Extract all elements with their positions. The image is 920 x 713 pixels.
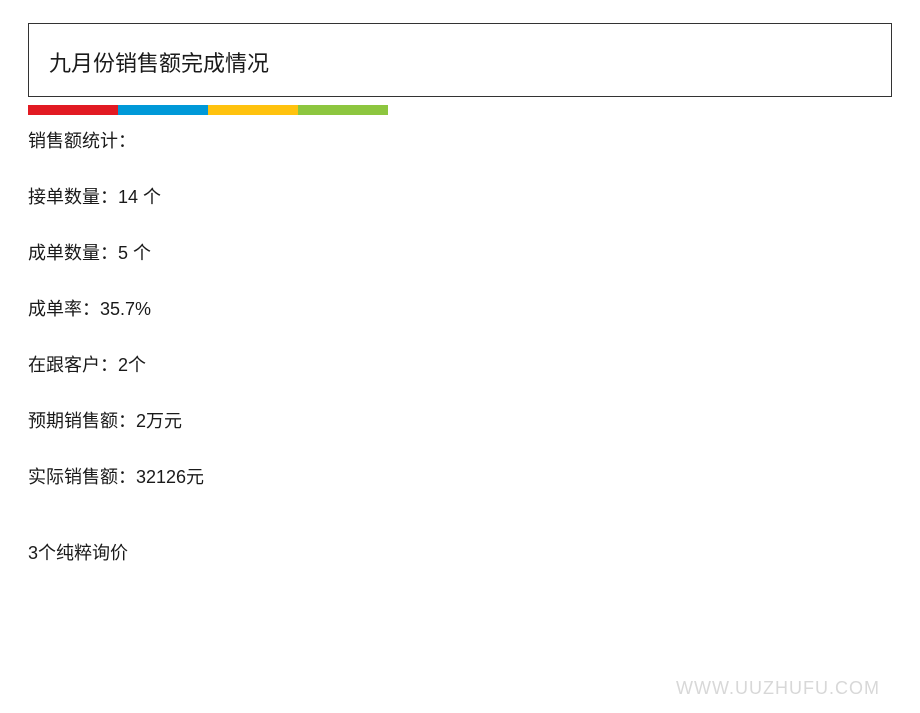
note-text: 3个纯粹询价 bbox=[28, 539, 920, 565]
header-box: 九月份销售额完成情况 bbox=[28, 23, 892, 97]
watermark-text: WWW.UUZHUFU.COM bbox=[676, 678, 880, 699]
stat-actual-sales: 实际销售额：32126元 bbox=[28, 463, 920, 489]
color-strip bbox=[28, 105, 920, 115]
color-segment-red bbox=[28, 105, 118, 115]
stat-completion-rate: 成单率：35.7% bbox=[28, 295, 920, 321]
stats-heading: 销售额统计： bbox=[28, 127, 920, 153]
stat-expected-sales: 预期销售额：2万元 bbox=[28, 407, 920, 433]
page-title: 九月份销售额完成情况 bbox=[49, 46, 871, 78]
stat-order-completed: 成单数量：5 个 bbox=[28, 239, 920, 265]
color-segment-green bbox=[298, 105, 388, 115]
content-area: 销售额统计： 接单数量：14 个 成单数量：5 个 成单率：35.7% 在跟客户… bbox=[28, 127, 920, 565]
color-segment-blue bbox=[118, 105, 208, 115]
color-segment-yellow bbox=[208, 105, 298, 115]
stat-following-customers: 在跟客户：2个 bbox=[28, 351, 920, 377]
stat-order-received: 接单数量：14 个 bbox=[28, 183, 920, 209]
